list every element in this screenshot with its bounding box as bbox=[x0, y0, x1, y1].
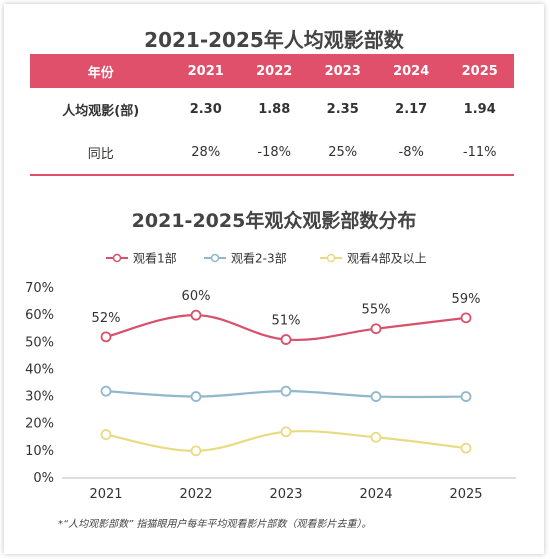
table-cell: 1.88 bbox=[258, 102, 291, 117]
data-point bbox=[460, 312, 472, 324]
data-label: 59% bbox=[452, 292, 481, 307]
table-cell: 25% bbox=[308, 131, 377, 176]
header-cell: 2022 bbox=[239, 54, 309, 88]
table-cell: -18% bbox=[239, 131, 309, 176]
x-tick-label: 2022 bbox=[179, 487, 212, 502]
row-label: 同比 bbox=[30, 131, 172, 176]
table-title: 2021-2025年人均观影部数 bbox=[144, 28, 404, 52]
legend-label: 观看2-3部 bbox=[231, 251, 287, 266]
header-cell: 2025 bbox=[445, 54, 514, 88]
data-point bbox=[100, 385, 112, 397]
data-point bbox=[370, 391, 382, 402]
chart-title: 2021-2025年观众观影部数分布 bbox=[131, 210, 417, 232]
header-cell: 2021 bbox=[171, 54, 240, 88]
y-tick-label: 70% bbox=[25, 281, 54, 296]
data-label: 51% bbox=[272, 314, 301, 329]
data-point bbox=[190, 309, 202, 321]
data-label: 60% bbox=[182, 289, 211, 304]
x-tick-label: 2023 bbox=[269, 487, 302, 502]
data-point bbox=[370, 323, 382, 335]
data-point bbox=[280, 385, 292, 397]
data-point bbox=[280, 426, 292, 438]
y-tick-label: 0% bbox=[33, 471, 54, 486]
y-tick-label: 60% bbox=[25, 308, 54, 323]
data-point bbox=[190, 445, 202, 457]
data-point bbox=[460, 442, 472, 454]
table-cell: 2.35 bbox=[326, 102, 359, 117]
x-tick-label: 2024 bbox=[359, 487, 392, 502]
legend-marker bbox=[112, 253, 122, 263]
table-cell: -8% bbox=[376, 131, 446, 176]
table-cell: -11% bbox=[445, 131, 514, 176]
stats-table: 年份 2021 2022 2023 2024 2025 人均观影(部) 2.30… bbox=[30, 54, 514, 176]
x-tick-label: 2025 bbox=[449, 487, 482, 502]
table-cell: 28% bbox=[171, 131, 240, 176]
data-point bbox=[190, 391, 202, 402]
header-cell: 年份 bbox=[30, 54, 172, 88]
infographic-card: 2021-2025年人均观影部数 年份 2021 2022 2023 2024 … bbox=[4, 4, 544, 554]
header-cell: 2023 bbox=[308, 54, 377, 88]
legend-label: 观看1部 bbox=[133, 251, 177, 266]
table-header-row: 年份 2021 2022 2023 2024 2025 bbox=[30, 54, 514, 88]
header-cell: 2024 bbox=[376, 54, 446, 88]
y-tick-label: 10% bbox=[25, 444, 54, 459]
data-point bbox=[280, 334, 292, 345]
x-tick-label: 2021 bbox=[89, 487, 122, 502]
data-label: 52% bbox=[92, 311, 121, 326]
table-cell: 1.94 bbox=[463, 102, 496, 117]
data-point bbox=[370, 431, 382, 443]
legend-label: 观看4部及以上 bbox=[347, 251, 427, 266]
data-label: 55% bbox=[362, 303, 391, 318]
table-row: 同比 28% -18% 25% -8% -11% bbox=[30, 131, 514, 176]
data-point bbox=[100, 429, 112, 440]
legend-marker bbox=[210, 253, 220, 263]
row-label: 人均观影(部) bbox=[62, 104, 140, 119]
y-tick-label: 40% bbox=[25, 362, 54, 377]
table-cell: 2.30 bbox=[189, 102, 222, 117]
line-chart: 观看1部 观看2-3部 观看4部及以上 0% 10% 20% 30% 40% 50% 60% 70%… bbox=[25, 251, 516, 502]
table-cell: 2.17 bbox=[395, 102, 428, 117]
legend-marker bbox=[326, 253, 336, 263]
y-tick-label: 50% bbox=[25, 335, 54, 350]
y-tick-label: 20% bbox=[25, 417, 54, 432]
data-point bbox=[100, 331, 112, 343]
y-tick-label: 30% bbox=[25, 390, 54, 405]
footnote: *“人均观影部数” 指猫眼用户每年平均观看影片部数（观看影片去重）。 bbox=[58, 519, 372, 530]
data-point bbox=[460, 391, 472, 402]
table-row: 人均观影(部) 2.30 1.88 2.35 2.17 1.94 bbox=[30, 88, 514, 131]
